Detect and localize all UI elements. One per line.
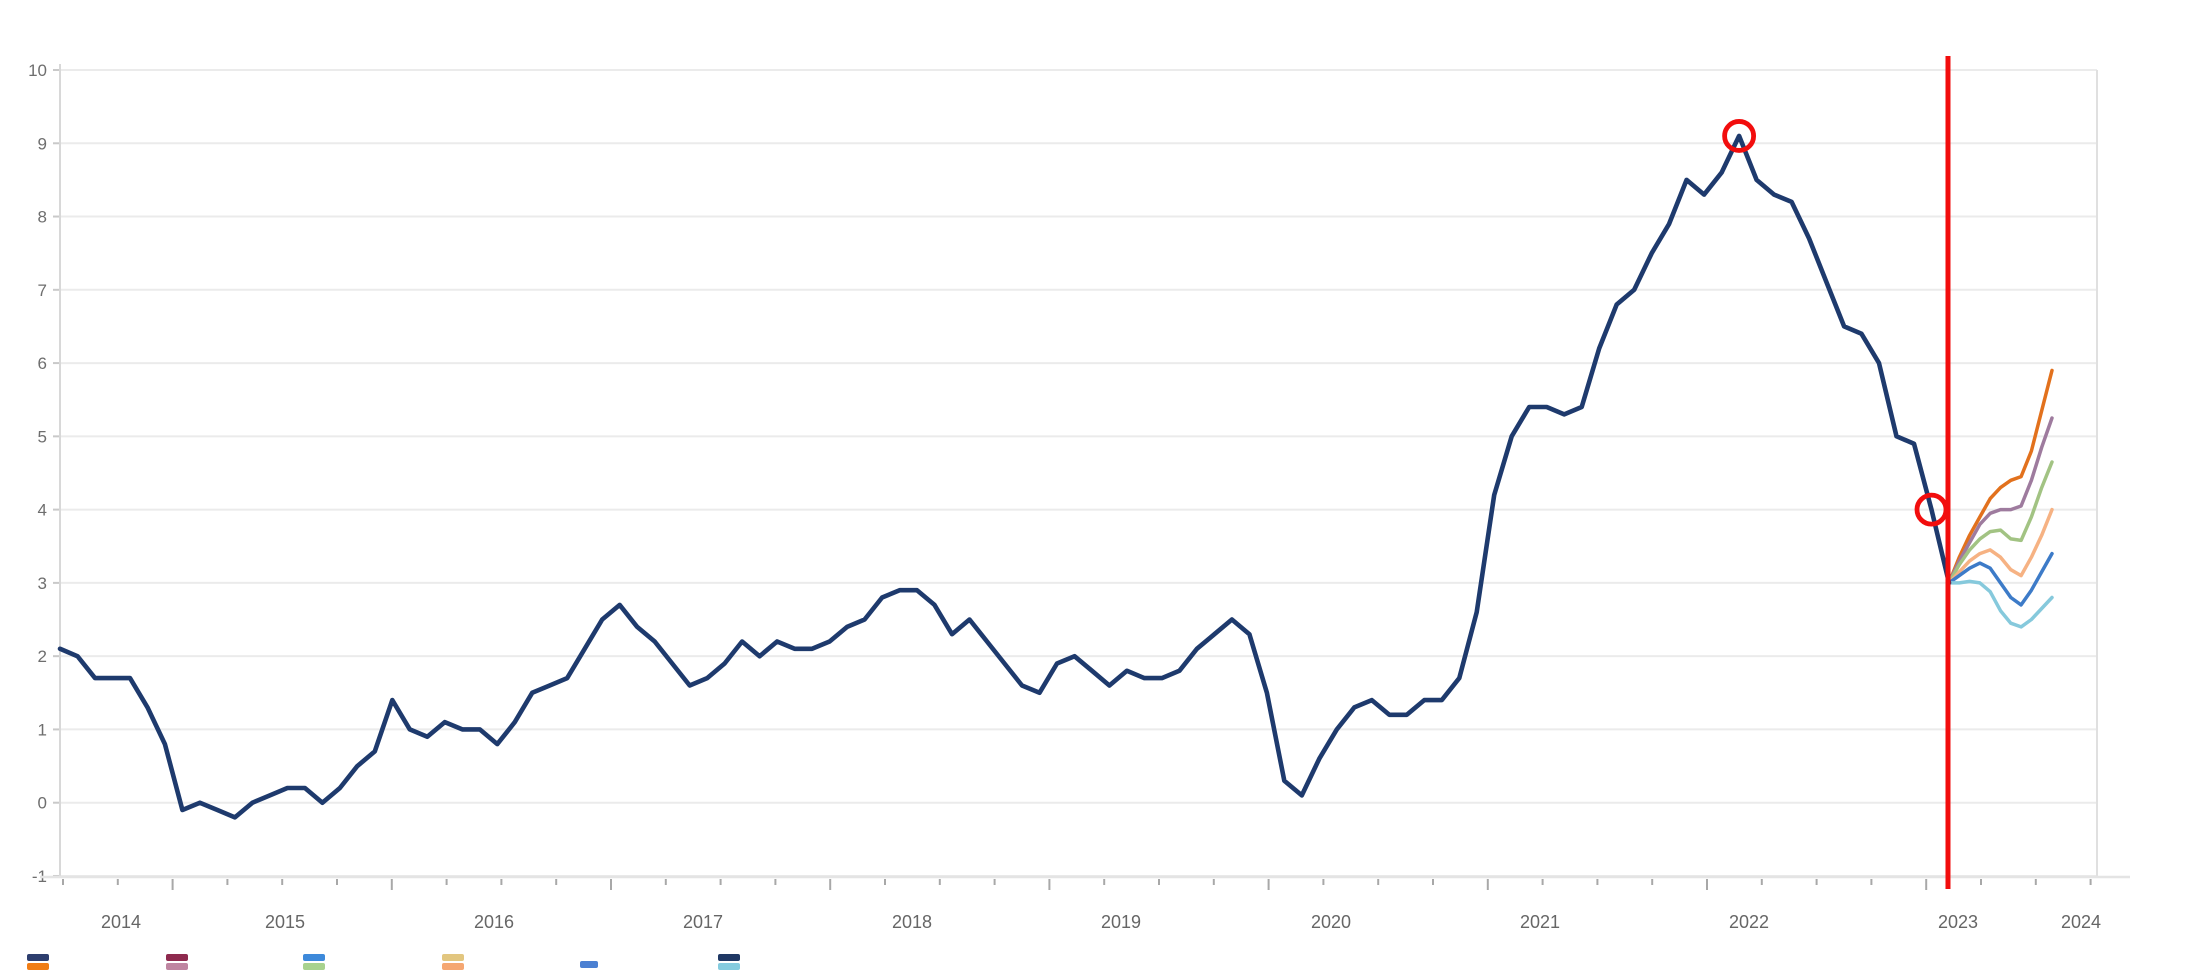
y-axis-label: 8 [38, 208, 47, 227]
y-axis-label: 4 [38, 501, 47, 520]
legend-color-bar [27, 963, 49, 970]
legend-color-bar [718, 963, 740, 970]
legend-color-bar [580, 961, 598, 968]
legend-color-bar [166, 954, 188, 961]
annotation-circle [1914, 492, 1949, 527]
legend-color-bar [442, 963, 464, 970]
x-axis-year-label: 2017 [683, 912, 723, 932]
legend-color-bar [303, 963, 325, 970]
x-axis-year-label: 2021 [1520, 912, 1560, 932]
y-axis-label: -1 [32, 867, 47, 886]
annotation-circle [1722, 119, 1757, 153]
x-axis-year-label: 2014 [101, 912, 141, 932]
forecast-scenario-2 [1947, 416, 2054, 585]
y-axis-label: 9 [38, 134, 47, 153]
x-axis-year-label: 2023 [1938, 912, 1978, 932]
legend-color-bar [166, 963, 188, 970]
legend-item-3[interactable] [303, 954, 325, 970]
forecast-scenario-3 [1947, 460, 2054, 585]
actual-inflation-line [57, 133, 1952, 820]
x-axis-year-label: 2018 [892, 912, 932, 932]
legend-item-4[interactable] [442, 954, 464, 970]
y-axis-label: 1 [38, 720, 47, 739]
y-axis-label: 7 [38, 281, 47, 300]
y-axis-label: 3 [38, 574, 47, 593]
legend-color-bar [442, 954, 464, 961]
y-axis-label: 5 [38, 427, 47, 446]
x-axis-year-label: 2020 [1311, 912, 1351, 932]
forecast-scenario-1 [1947, 368, 2054, 585]
legend-item-6[interactable] [718, 954, 740, 970]
legend-color-bar [303, 954, 325, 961]
y-axis-label: 2 [38, 647, 47, 666]
x-axis-year-label: 2015 [265, 912, 305, 932]
forecast-scenario-6 [1947, 579, 2054, 629]
x-axis-year-label: 2019 [1101, 912, 1141, 932]
chart-legend [0, 952, 2212, 980]
legend-item-2[interactable] [166, 954, 188, 970]
y-axis-label: 10 [28, 61, 47, 80]
forecast-scenario-5 [1947, 551, 2054, 607]
legend-color-bar [27, 954, 49, 961]
forecast-scenario-4 [1947, 507, 2054, 585]
legend-color-bar [718, 954, 740, 961]
x-axis-year-label: 2024 [2061, 912, 2101, 932]
y-axis-label: 6 [38, 354, 47, 373]
y-axis-label: 0 [38, 794, 47, 813]
x-axis-year-label: 2022 [1729, 912, 1769, 932]
legend-item-1[interactable] [27, 954, 49, 970]
legend-item-5[interactable] [580, 961, 598, 968]
x-axis-year-label: 2016 [474, 912, 514, 932]
